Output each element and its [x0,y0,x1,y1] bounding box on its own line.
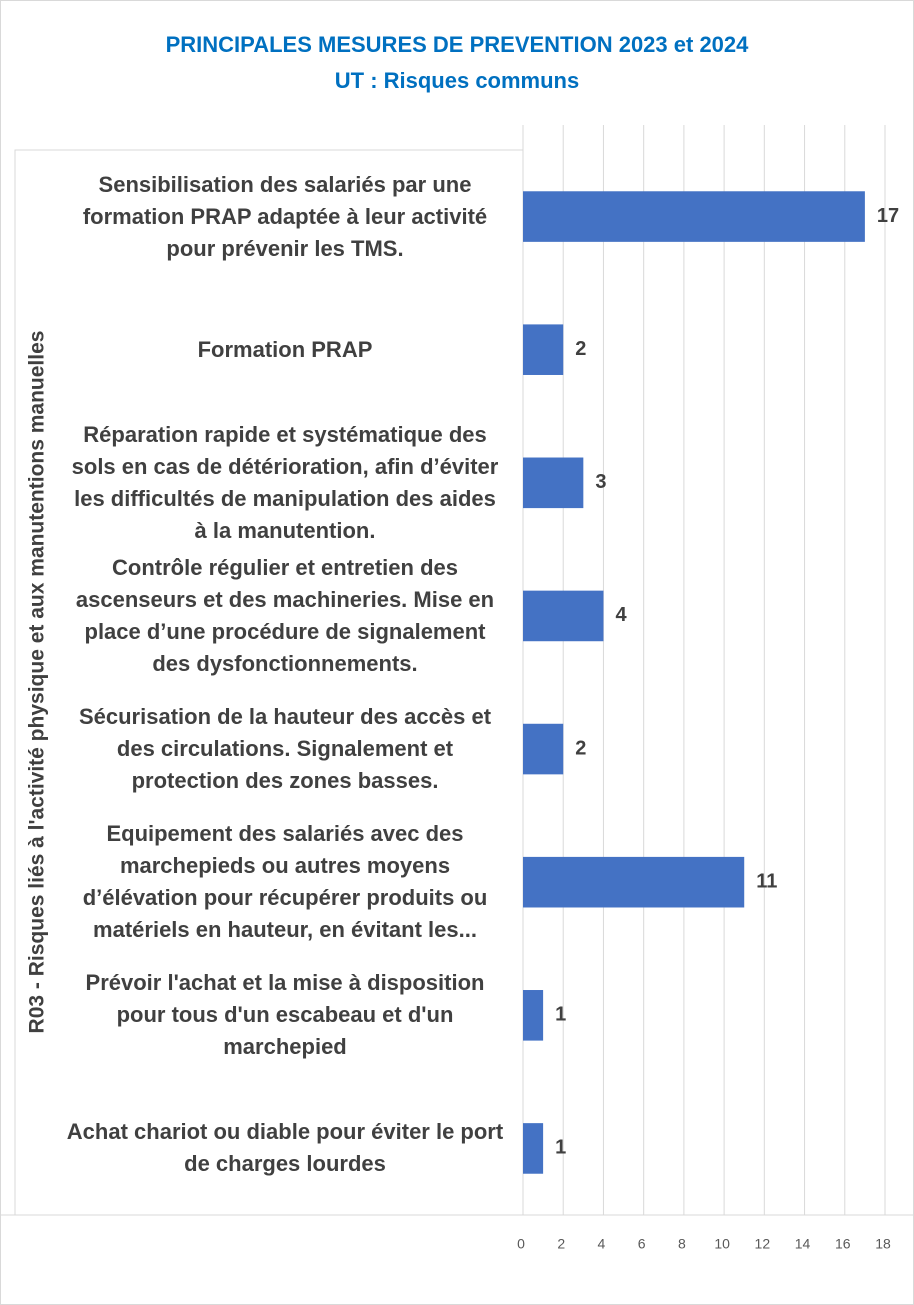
bar [523,990,544,1041]
category-label: Sensibilisation des salariés par une for… [82,171,488,261]
data-label: 2 [575,338,586,360]
category-label: Achat chariot ou diable pour éviter le p… [66,1119,504,1177]
x-tick-label: 6 [638,1236,646,1252]
bar [523,191,865,242]
chart-subtitle: UT : Risques communs [334,68,580,93]
x-tick-label: 2 [557,1236,565,1252]
category-label: Formation PRAP [197,336,373,362]
data-label: 3 [595,471,606,493]
data-label: 4 [615,604,627,626]
data-label: 17 [877,205,899,227]
bar [523,1123,544,1174]
data-label: 2 [575,737,586,759]
x-tick-label: 8 [678,1236,686,1252]
x-tick-label: 12 [755,1236,771,1252]
category-label: Sécurisation de la hauteur des accès et … [78,704,492,794]
y-axis-label: R03 - Risques liés à l'activité physique… [26,331,49,1034]
bar [523,324,564,375]
chart-title: PRINCIPALES MESURES DE PREVENTION 2023 e… [165,32,749,57]
category-label: Réparation rapide et systématique des so… [71,421,499,543]
x-tick-label: 18 [875,1236,891,1252]
data-label: 1 [555,1137,566,1159]
x-tick-label: 10 [714,1236,730,1252]
category-label: Equipement des salariés avec des marchep… [82,821,488,943]
category-label: Contrôle régulier et entretien des ascen… [75,554,495,676]
data-label: 11 [756,870,777,892]
x-tick-label: 16 [835,1236,851,1252]
data-label: 1 [555,1004,566,1026]
bar [523,723,564,775]
bar [523,590,604,642]
category-label: Prévoir l'achat et la mise à disposition… [85,970,485,1060]
x-tick-label: 14 [795,1236,811,1252]
x-tick-label: 0 [517,1236,525,1252]
bar [523,856,745,908]
bar [523,457,584,509]
x-tick-label: 4 [598,1236,606,1252]
